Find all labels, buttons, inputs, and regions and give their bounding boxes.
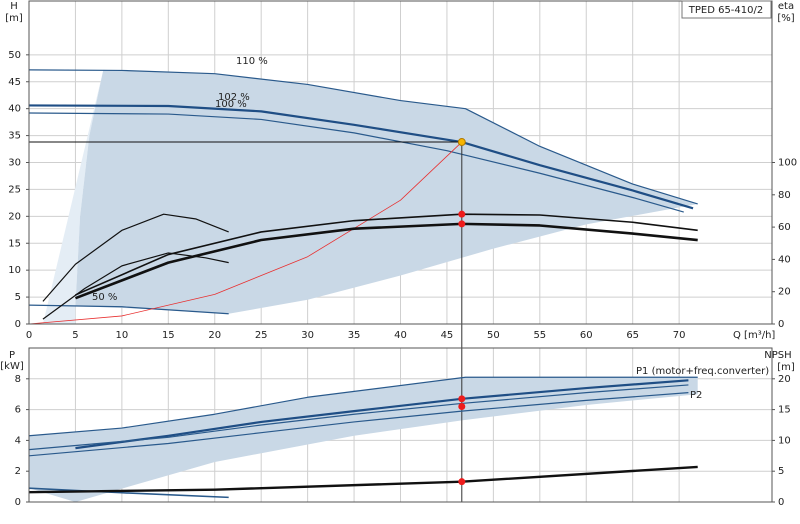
curve	[28, 141, 463, 325]
y-axis-unit: [m]	[5, 13, 23, 24]
y-tick-label: 20	[8, 211, 21, 222]
y-tick-label: 35	[8, 131, 21, 142]
x-tick-label: 15	[162, 330, 175, 341]
curve	[28, 487, 229, 499]
y-tick-label: 30	[8, 158, 21, 169]
y2-tick-label: 0	[778, 497, 784, 508]
y2-tick-label: 0	[778, 319, 784, 330]
y-tick-label: 0	[15, 319, 21, 330]
x-tick-label: 60	[580, 330, 593, 341]
x-tick-label: 45	[441, 330, 454, 341]
curve	[74, 222, 698, 300]
y-tick-label: 8	[15, 374, 21, 385]
x-tick-label: 55	[533, 330, 546, 341]
plot-frame	[28, 0, 773, 325]
plot-layers: 0 5 10 15 20 25 30 35 40 45 50 55 60 65 70051015202530…	[0, 0, 797, 508]
duty-point	[458, 403, 466, 411]
y-axis-unit: [kW]	[0, 361, 24, 372]
x-tick-label: 25	[255, 330, 268, 341]
x-axis-label: Q [m³/h]	[733, 330, 775, 341]
curve	[75, 213, 698, 296]
curve	[28, 465, 698, 494]
y2-tick-label: 40	[778, 254, 791, 265]
curve-annotation: 110 %	[236, 56, 268, 67]
y2-tick-label: 20	[778, 287, 791, 298]
curve	[75, 379, 689, 450]
curve-annotation: P1 (motor+freq.converter)	[636, 366, 769, 377]
x-tick-label: 30	[301, 330, 314, 341]
y-axis-label: H	[10, 1, 18, 12]
y-axis-label: P	[9, 350, 15, 361]
y-tick-label: 5	[15, 292, 21, 303]
duty-point	[458, 210, 466, 218]
x-tick-label: 0	[26, 330, 32, 341]
text-layer: 0 5 10 15 20 25 30 35 40 45 50 55 60 65 70051015202530…	[0, 0, 797, 508]
duty-point	[458, 478, 466, 486]
curve-annotation: 50 %	[92, 292, 117, 303]
curve	[28, 376, 698, 437]
operating-range-area	[29, 377, 698, 502]
y2-tick-label: 60	[778, 222, 791, 233]
chart-title: TPED 65-410/2	[688, 5, 764, 16]
y-tick-label: 2	[15, 466, 21, 477]
operating-range-area	[42, 69, 104, 324]
data-layer	[28, 69, 698, 502]
y2-tick-label: 100	[778, 158, 797, 169]
x-tick-label: 35	[348, 330, 361, 341]
y2-axis-label: NPSH	[764, 350, 791, 361]
y-tick-label: 50	[8, 50, 21, 61]
curve	[28, 392, 689, 457]
duty-point	[458, 395, 466, 403]
x-tick-label: 10	[116, 330, 129, 341]
curve	[28, 69, 698, 205]
y2-tick-label: 20	[778, 374, 791, 385]
y2-axis-unit: [%]	[777, 13, 794, 24]
curve	[42, 213, 229, 302]
y-tick-label: 15	[8, 238, 21, 249]
curve-annotation: 100 %	[215, 99, 247, 110]
x-tick-label: 5	[72, 330, 78, 341]
x-tick-label: 70	[673, 330, 686, 341]
y-tick-label: 0	[15, 497, 21, 508]
y-tick-label: 4	[15, 435, 21, 446]
x-tick-label: 50	[487, 330, 500, 341]
y-tick-label: 25	[8, 184, 21, 195]
y2-tick-label: 80	[778, 190, 791, 201]
y2-tick-label: 10	[778, 435, 791, 446]
curve-annotation: P2	[690, 390, 702, 401]
title-box	[681, 0, 772, 19]
x-tick-label: 40	[394, 330, 407, 341]
curve	[28, 304, 229, 315]
grid-layer	[26, 1, 775, 503]
y2-tick-label: 15	[778, 405, 791, 416]
operating-range-area	[75, 69, 698, 314]
curve-annotation: 102 %	[218, 92, 250, 103]
plot-frame	[28, 347, 773, 503]
y-tick-label: 6	[15, 405, 21, 416]
x-tick-label: 20	[208, 330, 221, 341]
curve	[28, 104, 694, 210]
x-tick-label: 65	[626, 330, 639, 341]
y-tick-label: 45	[8, 77, 21, 88]
y-tick-label: 40	[8, 104, 21, 115]
y2-axis-label: eta	[778, 1, 794, 12]
y2-axis-unit: [m]	[777, 362, 795, 373]
curve	[28, 384, 689, 451]
duty-point	[458, 220, 466, 228]
y2-tick-label: 5	[778, 466, 784, 477]
duty-point	[457, 138, 466, 147]
y-tick-label: 10	[8, 265, 21, 276]
